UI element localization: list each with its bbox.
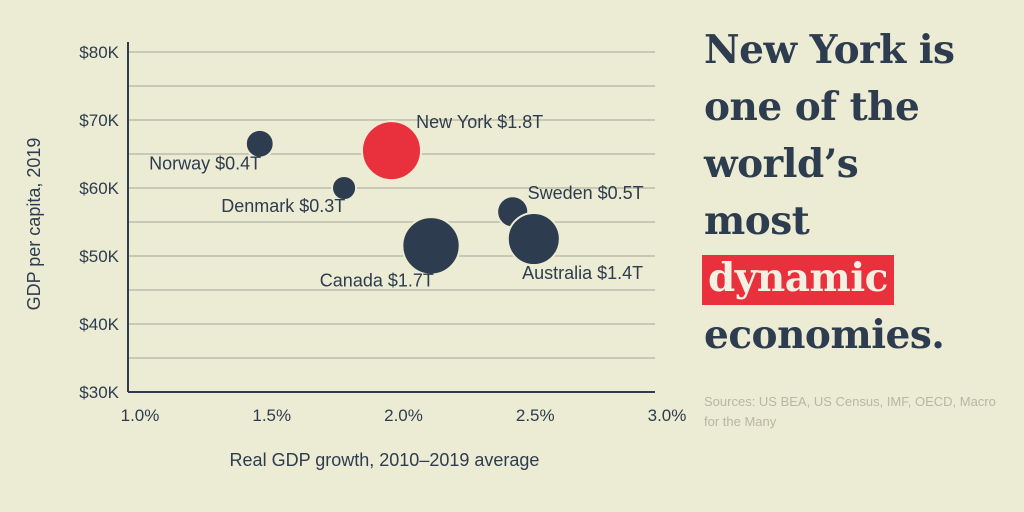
bubble bbox=[244, 128, 275, 159]
axes bbox=[127, 42, 655, 393]
y-tick-label: $60K bbox=[79, 179, 119, 198]
x-tick-label: 1.0% bbox=[121, 406, 160, 425]
bubble-label: Australia $1.4T bbox=[522, 263, 643, 283]
bubble-label: Norway $0.4T bbox=[149, 154, 261, 174]
y-tick-label: $50K bbox=[79, 247, 119, 266]
headline-line-6: economies. bbox=[704, 312, 945, 358]
x-tick-label: 2.0% bbox=[384, 406, 423, 425]
y-tick-label: $30K bbox=[79, 383, 119, 402]
headline-line-3: world’s bbox=[704, 141, 859, 187]
sources-note: Sources: US BEA, US Census, IMF, OECD, M… bbox=[704, 394, 996, 429]
y-tick-label: $70K bbox=[79, 111, 119, 130]
bubble bbox=[506, 211, 561, 267]
y-tick-label: $80K bbox=[79, 43, 119, 62]
bubble bbox=[360, 120, 423, 182]
x-tick-label: 1.5% bbox=[252, 406, 291, 425]
tick-labels: $30K $40K $50K $60K $70K $80K 1.0% 1.5% 2.0% 2.5%… bbox=[79, 43, 686, 425]
headline-line-1: New York is bbox=[704, 27, 955, 73]
x-axis-title: Real GDP growth, 2010–2019 average bbox=[230, 450, 540, 470]
bubble-label: New York $1.8T bbox=[416, 112, 543, 132]
bubble-label: Sweden $0.5T bbox=[528, 183, 644, 203]
bubble bbox=[331, 174, 358, 202]
bubble-label: Canada $1.7T bbox=[320, 270, 434, 290]
y-axis-title: GDP per capita, 2019 bbox=[24, 138, 44, 311]
headline-line-2: one of the bbox=[704, 84, 920, 130]
y-tick-label: $40K bbox=[79, 315, 119, 334]
headline-line-4: most bbox=[704, 198, 810, 244]
bubbles bbox=[244, 120, 561, 276]
x-tick-label: 3.0% bbox=[648, 406, 687, 425]
bubble-labels: Norway $0.4T New York $1.8T Denmark $0.3T S… bbox=[149, 112, 644, 291]
bubble bbox=[401, 216, 461, 276]
headline-highlight: dynamic bbox=[702, 255, 894, 305]
bubble-chart: Norway $0.4T New York $1.8T Denmark $0.3T S… bbox=[24, 42, 686, 470]
headline-line-5: dynamic bbox=[702, 250, 1014, 307]
grid-lines bbox=[128, 51, 655, 359]
headline: New York is one of the world’s most dyna… bbox=[702, 22, 1014, 364]
x-tick-label: 2.5% bbox=[516, 406, 555, 425]
bubble-label: Denmark $0.3T bbox=[221, 196, 345, 216]
